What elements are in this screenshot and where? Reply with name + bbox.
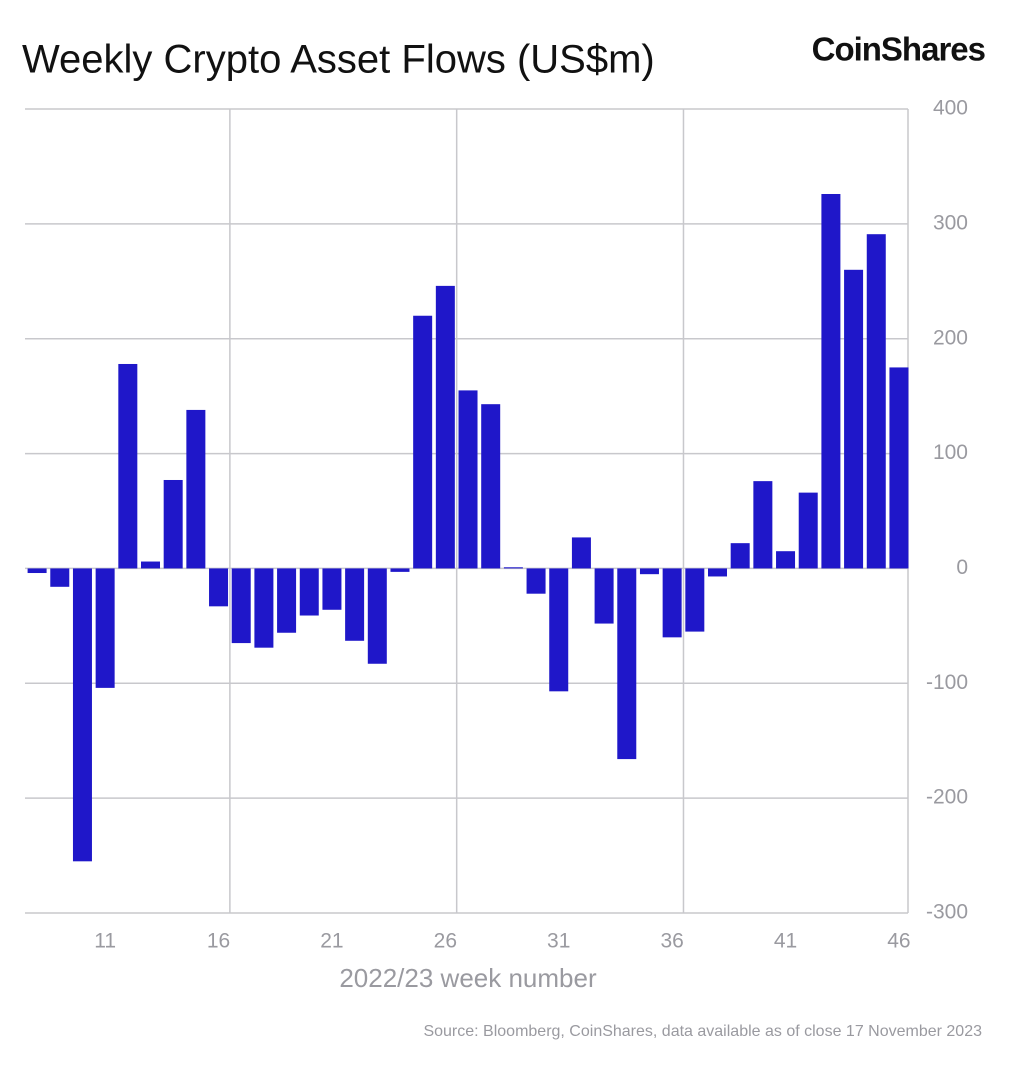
- bar: [844, 269, 864, 569]
- y-tick-label: 300: [933, 211, 968, 234]
- bar: [27, 568, 47, 574]
- bar: [254, 568, 274, 648]
- y-tick-label: -100: [926, 671, 968, 694]
- bar: [345, 568, 365, 641]
- x-tick-label: 11: [94, 930, 116, 953]
- x-tick-label: 21: [320, 930, 343, 953]
- x-tick-label: 16: [207, 930, 230, 953]
- bar: [390, 568, 410, 572]
- bar: [458, 390, 478, 569]
- bar: [776, 551, 796, 569]
- x-tick-label: 36: [660, 930, 683, 953]
- bar: [730, 543, 750, 569]
- bar: [118, 363, 138, 569]
- bar: [685, 568, 705, 632]
- bar: [639, 568, 659, 575]
- bar: [503, 567, 523, 569]
- y-tick-label: 400: [933, 97, 968, 120]
- bar: [889, 367, 909, 569]
- x-tick-label: 31: [547, 930, 570, 953]
- bar: [753, 481, 773, 569]
- bar: [594, 568, 614, 624]
- bar: [413, 315, 433, 569]
- bar: [866, 234, 886, 569]
- bar: [708, 568, 727, 577]
- x-axis-label: 2022/23 week number: [339, 963, 597, 993]
- y-tick-label: 200: [933, 326, 968, 349]
- bar: [299, 568, 319, 616]
- x-tick-label: 46: [887, 930, 910, 953]
- bar: [549, 568, 569, 692]
- y-tick-label: 100: [933, 441, 968, 464]
- bar: [481, 404, 501, 569]
- bar: [367, 568, 387, 664]
- bar: [571, 537, 591, 569]
- bar: [209, 568, 229, 607]
- bar: [277, 568, 297, 633]
- x-tick-label: 26: [434, 930, 457, 953]
- bar: [322, 568, 342, 610]
- bar: [141, 561, 160, 569]
- chart-title: Weekly Crypto Asset Flows (US$m): [22, 38, 655, 82]
- source-note: Source: Bloomberg, CoinShares, data avai…: [423, 1023, 982, 1040]
- bar: [231, 568, 251, 644]
- bar: [662, 568, 682, 638]
- brand-logo: CoinShares: [812, 31, 985, 68]
- y-tick-label: 0: [956, 556, 968, 579]
- x-tick-label: 41: [774, 930, 797, 953]
- bar: [50, 568, 70, 587]
- bar: [435, 285, 455, 569]
- bar: [186, 409, 206, 569]
- bar: [526, 568, 546, 594]
- bar: [798, 492, 818, 569]
- bar: [72, 568, 92, 862]
- bar: [617, 568, 637, 760]
- bar: [821, 193, 841, 569]
- bar: [95, 568, 115, 688]
- y-tick-label: -200: [926, 786, 968, 809]
- bar: [163, 479, 183, 569]
- y-tick-label: -300: [926, 901, 968, 924]
